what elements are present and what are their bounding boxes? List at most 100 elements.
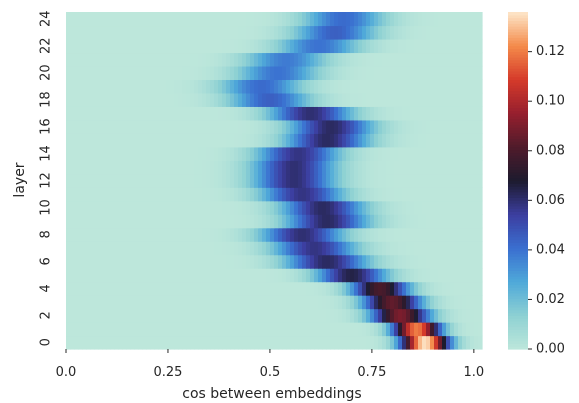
heatmap-cell	[194, 92, 199, 107]
heatmap-cell	[474, 65, 479, 80]
heatmap-cell	[110, 308, 115, 323]
heatmap-cell	[458, 79, 463, 94]
heatmap-cell	[226, 335, 231, 350]
heatmap-cell	[442, 308, 447, 323]
heatmap-cell	[314, 227, 319, 242]
heatmap-cell	[410, 295, 415, 310]
heatmap-cell	[462, 92, 467, 107]
heatmap-cell	[74, 322, 79, 337]
heatmap-cell	[178, 65, 183, 80]
colorbar-segment	[508, 90, 528, 95]
heatmap-cell	[138, 254, 143, 269]
heatmap-cell	[426, 200, 431, 215]
heatmap-cell	[242, 281, 247, 296]
heatmap-cell	[178, 119, 183, 134]
heatmap-cell	[270, 119, 275, 134]
heatmap-cell	[130, 241, 135, 256]
heatmap-cell	[346, 12, 351, 27]
heatmap-cell	[478, 187, 483, 202]
heatmap-cell	[406, 200, 411, 215]
heatmap-cell	[170, 254, 175, 269]
heatmap-cell	[294, 227, 299, 242]
heatmap-cell	[314, 25, 319, 40]
y-tick-label: 14	[39, 145, 54, 162]
heatmap-cell	[266, 295, 271, 310]
heatmap-cell	[458, 106, 463, 121]
heatmap-cell	[186, 241, 191, 256]
heatmap-cell	[154, 119, 159, 134]
heatmap-cell	[138, 308, 143, 323]
heatmap-cell	[454, 335, 459, 350]
heatmap-cell	[118, 38, 123, 54]
heatmap-cell	[194, 173, 199, 188]
heatmap-cell	[202, 214, 207, 229]
heatmap-cell	[186, 308, 191, 323]
heatmap-cell	[274, 241, 279, 256]
heatmap-cell	[298, 200, 303, 215]
heatmap-cell	[358, 65, 363, 80]
heatmap-cell	[454, 281, 459, 296]
heatmap-cell	[94, 119, 99, 134]
heatmap-cell	[102, 214, 107, 229]
heatmap-cell	[310, 227, 315, 242]
heatmap-cell	[338, 12, 343, 27]
heatmap-cell	[214, 308, 219, 323]
y-tick-label: 20	[39, 64, 54, 81]
heatmap-cell	[74, 335, 79, 350]
heatmap-cell	[134, 268, 139, 283]
heatmap-cell	[358, 241, 363, 256]
heatmap-cell	[458, 322, 463, 337]
heatmap-cell	[170, 52, 175, 67]
heatmap-cell	[318, 295, 323, 310]
heatmap-cell	[222, 187, 227, 202]
heatmap-cell	[114, 25, 119, 40]
heatmap-cell	[238, 133, 243, 148]
heatmap-cell	[258, 308, 263, 323]
heatmap-cell	[282, 92, 287, 107]
heatmap-cell	[190, 241, 195, 256]
heatmap-cell	[158, 214, 163, 229]
heatmap-cell	[130, 295, 135, 310]
heatmap-cell	[138, 52, 143, 67]
heatmap-cell	[122, 25, 127, 40]
heatmap-cell	[438, 79, 443, 94]
heatmap-cell	[146, 160, 151, 175]
heatmap-cell	[150, 200, 155, 215]
heatmap-cell	[474, 335, 479, 350]
heatmap-cell	[294, 268, 299, 283]
heatmap-cell	[458, 281, 463, 296]
heatmap-cell	[474, 119, 479, 134]
heatmap-cell	[134, 38, 139, 54]
heatmap-cell	[314, 281, 319, 296]
heatmap-cell	[378, 227, 383, 242]
heatmap-cell	[450, 133, 455, 148]
heatmap-cell	[266, 25, 271, 40]
heatmap-cell	[290, 281, 295, 296]
heatmap-cell	[446, 173, 451, 188]
heatmap-cell	[258, 227, 263, 242]
heatmap-cell	[86, 106, 91, 121]
heatmap-cell	[326, 52, 331, 67]
heatmap-cell	[202, 38, 207, 54]
heatmap-cell	[414, 160, 419, 175]
heatmap-cell	[406, 160, 411, 175]
heatmap-cell	[350, 79, 355, 94]
heatmap-cell	[290, 335, 295, 350]
heatmap-cell	[374, 187, 379, 202]
heatmap-cell	[134, 322, 139, 337]
heatmap-cell	[234, 79, 239, 94]
heatmap-cell	[138, 92, 143, 107]
heatmap-cell	[238, 214, 243, 229]
heatmap-cell	[110, 295, 115, 310]
heatmap-cell	[414, 92, 419, 107]
heatmap-cell	[158, 173, 163, 188]
heatmap-cell	[118, 322, 123, 337]
heatmap-cell	[298, 173, 303, 188]
heatmap-cell	[354, 227, 359, 242]
heatmap-cell	[130, 214, 135, 229]
heatmap-cell	[362, 133, 367, 148]
heatmap-cell	[218, 322, 223, 337]
heatmap-cell	[394, 65, 399, 80]
heatmap-cell	[282, 254, 287, 269]
heatmap-cell	[190, 322, 195, 337]
